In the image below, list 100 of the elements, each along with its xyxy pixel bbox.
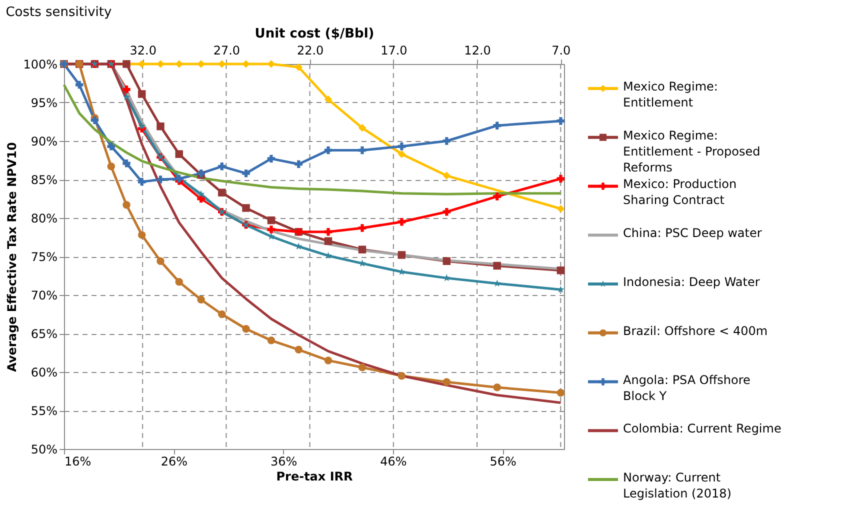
y-tick-label: 85% bbox=[30, 173, 58, 187]
point bbox=[267, 226, 276, 234]
point bbox=[107, 142, 116, 150]
y-tick-label: 50% bbox=[30, 442, 58, 456]
point bbox=[242, 325, 250, 333]
point bbox=[493, 122, 501, 130]
x-tick-label: 16% bbox=[64, 454, 92, 468]
point bbox=[218, 188, 226, 196]
point bbox=[294, 346, 303, 354]
point bbox=[218, 162, 226, 170]
chart-title: Costs sensitivity bbox=[6, 5, 112, 20]
legend-label: Mexico Regime: Entitlement - Proposed Reforms bbox=[623, 128, 760, 174]
y-tick-label: 80% bbox=[30, 212, 58, 226]
point bbox=[197, 60, 205, 68]
point bbox=[156, 60, 164, 68]
point bbox=[242, 60, 250, 68]
point bbox=[122, 86, 130, 94]
point bbox=[398, 150, 406, 158]
point bbox=[556, 204, 565, 213]
point bbox=[557, 286, 564, 293]
point bbox=[442, 208, 451, 216]
point bbox=[294, 63, 303, 71]
point bbox=[294, 160, 303, 168]
x-tick-label: 36% bbox=[270, 454, 298, 468]
y-tick-label: 100% bbox=[23, 58, 58, 72]
point bbox=[442, 172, 451, 180]
legend-label: Colombia: Current Regime bbox=[623, 422, 782, 436]
x2-tick-label: 32.0 bbox=[130, 44, 156, 58]
legend-label: Mexico Regime: Entitlement bbox=[623, 79, 718, 110]
y-tick-label: 90% bbox=[30, 134, 58, 148]
point bbox=[358, 246, 366, 254]
point bbox=[358, 146, 366, 154]
x2-tick-label: 12.0 bbox=[464, 44, 491, 58]
x-tick-label: 46% bbox=[380, 454, 407, 468]
x2-tick-label: 7.0 bbox=[552, 44, 571, 58]
point bbox=[90, 116, 99, 124]
x-axis-title: Pre-tax IRR bbox=[276, 470, 353, 484]
point bbox=[556, 117, 565, 125]
point bbox=[197, 190, 205, 198]
x2-tick-label: 22.0 bbox=[296, 44, 324, 58]
x-tick-label: 56% bbox=[490, 454, 516, 468]
point bbox=[242, 169, 250, 178]
point bbox=[156, 122, 164, 130]
point bbox=[218, 310, 226, 318]
x-tick-label: 26% bbox=[160, 454, 188, 468]
point bbox=[175, 278, 184, 286]
x2-tick-label: 27.0 bbox=[213, 44, 240, 58]
point bbox=[138, 122, 146, 130]
y-tick-label: 55% bbox=[30, 404, 58, 418]
point bbox=[156, 257, 164, 265]
y-tick-label: 70% bbox=[30, 288, 58, 302]
legend-label: China: PSC Deep water bbox=[623, 226, 762, 240]
point bbox=[197, 296, 205, 304]
point bbox=[218, 60, 226, 68]
point bbox=[324, 228, 332, 236]
point bbox=[75, 80, 84, 89]
point bbox=[107, 162, 116, 170]
y-tick-label: 60% bbox=[30, 366, 58, 380]
legend-label: Indonesia: Deep Water bbox=[623, 275, 760, 289]
y-tick-label: 95% bbox=[30, 96, 58, 110]
point bbox=[324, 96, 332, 104]
x2-axis-title: Unit cost ($/Bbl) bbox=[254, 26, 374, 42]
point bbox=[267, 216, 276, 224]
point bbox=[493, 262, 501, 270]
point bbox=[267, 154, 276, 163]
point bbox=[442, 257, 451, 265]
point bbox=[122, 159, 130, 168]
legend-label: Brazil: Offshore < 400m bbox=[623, 324, 768, 338]
point bbox=[138, 178, 146, 186]
point bbox=[442, 378, 451, 386]
point bbox=[556, 388, 565, 397]
point bbox=[197, 194, 205, 203]
point bbox=[324, 237, 332, 245]
point bbox=[398, 218, 406, 226]
point bbox=[358, 124, 366, 132]
legend-label: Norway: Current Legislation (2018) bbox=[623, 470, 732, 501]
point bbox=[556, 266, 565, 274]
point bbox=[138, 231, 146, 239]
point bbox=[493, 192, 501, 200]
point bbox=[267, 336, 276, 344]
point bbox=[556, 174, 565, 183]
x2-tick-label: 17.0 bbox=[380, 44, 408, 58]
point bbox=[398, 142, 406, 150]
point bbox=[138, 90, 146, 98]
point bbox=[324, 356, 332, 364]
point bbox=[442, 137, 451, 145]
point bbox=[175, 150, 184, 158]
y-tick-label: 65% bbox=[30, 327, 58, 341]
point bbox=[156, 176, 164, 184]
legend-label: Angola: PSA Offshore Block Y bbox=[623, 372, 750, 403]
point bbox=[358, 364, 366, 372]
y-axis-title: Average Effective Tax Rate NPV10 bbox=[5, 142, 20, 372]
point bbox=[398, 251, 406, 259]
point bbox=[324, 146, 332, 154]
point bbox=[242, 204, 250, 212]
y-tick-label: 75% bbox=[30, 250, 58, 264]
point bbox=[358, 224, 366, 232]
point bbox=[122, 201, 130, 209]
point bbox=[398, 372, 406, 380]
point bbox=[493, 384, 501, 392]
